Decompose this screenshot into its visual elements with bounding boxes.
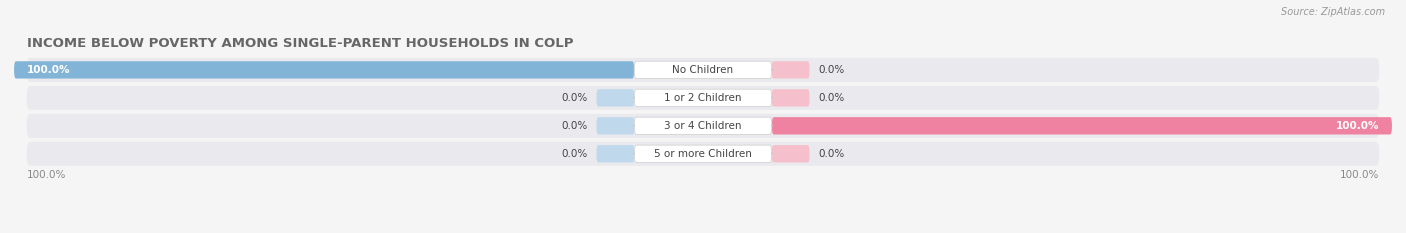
Text: 100.0%: 100.0% — [27, 65, 70, 75]
Text: No Children: No Children — [672, 65, 734, 75]
FancyBboxPatch shape — [634, 61, 772, 79]
Text: INCOME BELOW POVERTY AMONG SINGLE-PARENT HOUSEHOLDS IN COLP: INCOME BELOW POVERTY AMONG SINGLE-PARENT… — [27, 37, 574, 50]
FancyBboxPatch shape — [596, 89, 634, 106]
Text: 1 or 2 Children: 1 or 2 Children — [664, 93, 742, 103]
FancyBboxPatch shape — [634, 89, 772, 106]
FancyBboxPatch shape — [27, 142, 1379, 166]
Text: 0.0%: 0.0% — [818, 93, 845, 103]
FancyBboxPatch shape — [772, 117, 1392, 134]
Text: 0.0%: 0.0% — [818, 149, 845, 159]
FancyBboxPatch shape — [772, 145, 810, 162]
FancyBboxPatch shape — [596, 145, 634, 162]
Text: 0.0%: 0.0% — [561, 93, 588, 103]
FancyBboxPatch shape — [27, 114, 1379, 138]
Text: 5 or more Children: 5 or more Children — [654, 149, 752, 159]
FancyBboxPatch shape — [14, 61, 634, 79]
Text: 0.0%: 0.0% — [818, 65, 845, 75]
FancyBboxPatch shape — [27, 58, 1379, 82]
Text: Source: ZipAtlas.com: Source: ZipAtlas.com — [1281, 7, 1385, 17]
FancyBboxPatch shape — [596, 117, 634, 134]
Text: 100.0%: 100.0% — [27, 170, 66, 180]
Text: 100.0%: 100.0% — [1340, 170, 1379, 180]
Text: 100.0%: 100.0% — [1336, 121, 1379, 131]
FancyBboxPatch shape — [634, 117, 772, 134]
FancyBboxPatch shape — [772, 89, 810, 106]
FancyBboxPatch shape — [772, 61, 810, 79]
FancyBboxPatch shape — [27, 86, 1379, 110]
Text: 3 or 4 Children: 3 or 4 Children — [664, 121, 742, 131]
FancyBboxPatch shape — [634, 145, 772, 162]
Text: 0.0%: 0.0% — [561, 121, 588, 131]
Text: 0.0%: 0.0% — [561, 149, 588, 159]
Legend: Single Father, Single Mother: Single Father, Single Mother — [610, 231, 796, 233]
